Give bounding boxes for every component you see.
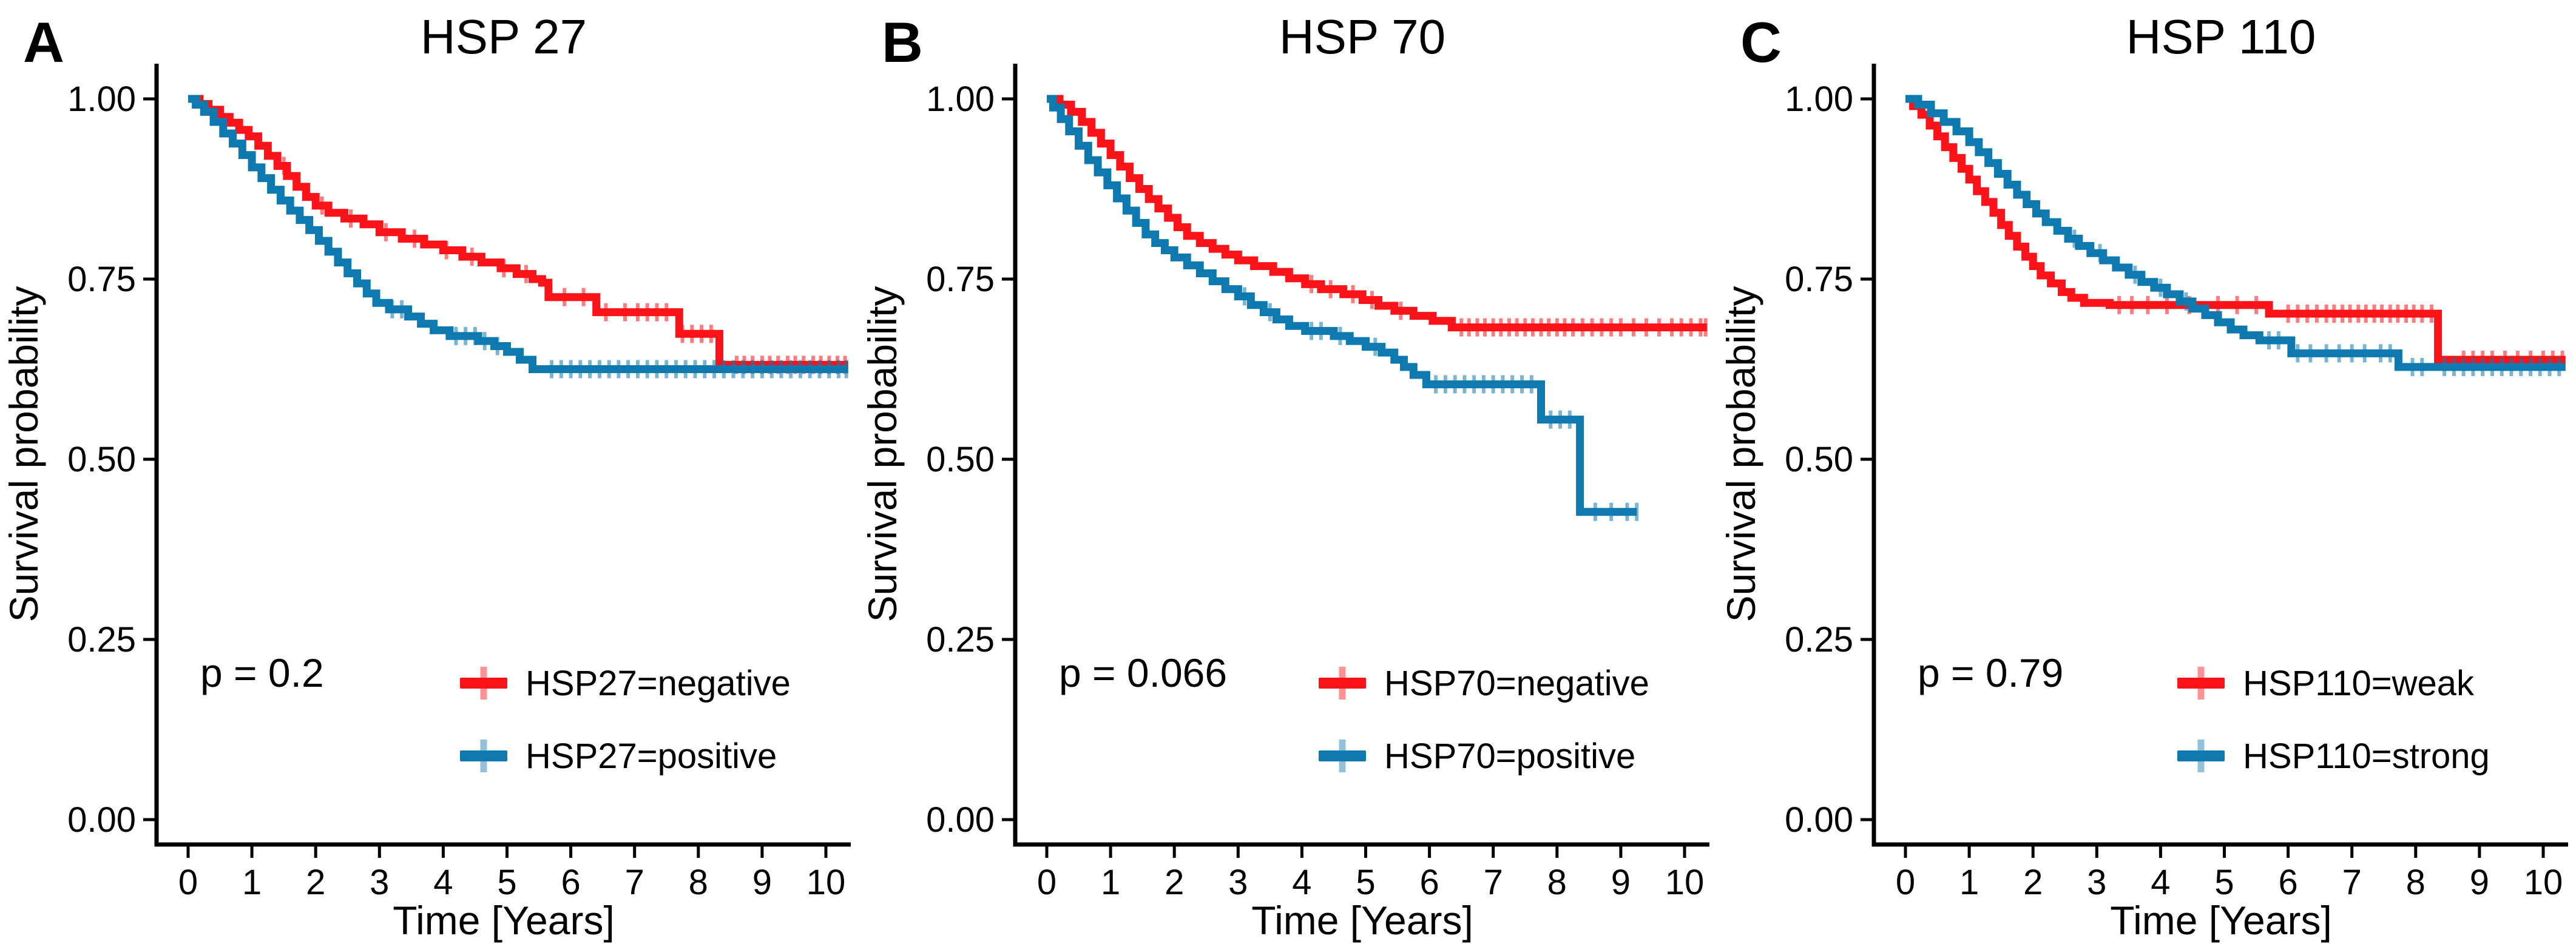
x-tick-label: 4 xyxy=(433,863,453,902)
legend-item: HSP70=negative xyxy=(1319,664,1649,703)
x-tick-label: 4 xyxy=(2151,863,2170,902)
x-tick-label: 5 xyxy=(2214,863,2234,902)
y-tick-label: 0.75 xyxy=(1785,260,1853,299)
x-tick-label: 5 xyxy=(1356,863,1375,902)
legend-label: HSP27=positive xyxy=(526,737,777,776)
x-axis-title: Time [Years] xyxy=(2110,898,2332,943)
x-axis-title: Time [Years] xyxy=(393,898,615,943)
legend-label: HSP110=strong xyxy=(2243,737,2490,776)
survival-curve-group2 xyxy=(1905,95,2566,371)
x-tick-label: 3 xyxy=(2087,863,2106,902)
x-tick-label: 1 xyxy=(1959,863,1979,902)
panel-label: C xyxy=(1740,10,1782,74)
y-tick-label: 0.75 xyxy=(926,260,995,299)
km-plot-svg: B HSP 70 0 1 2 3 4 5 6 7 8 9 10 0.00 0.25 0.50 0.75 1.00 T… xyxy=(860,10,1709,943)
legend-line-swatch-icon xyxy=(1319,750,1366,761)
panel-title: HSP 27 xyxy=(421,10,587,64)
y-tick-label: 0.75 xyxy=(67,260,136,299)
y-tick-label: 0.25 xyxy=(926,620,995,659)
km-plot-svg: C HSP 110 0 1 2 3 4 5 6 7 8 9 10 0.00 0.25 0.50 0.75 1.00… xyxy=(1719,10,2568,943)
x-tick-label: 6 xyxy=(561,863,580,902)
x-tick-label: 4 xyxy=(1292,863,1311,902)
x-tick-label: 8 xyxy=(1547,863,1567,902)
x-tick-label: 0 xyxy=(178,863,198,902)
legend-line-swatch-icon xyxy=(1319,678,1366,689)
legend-line-swatch-icon xyxy=(460,678,507,689)
x-tick-label: 3 xyxy=(1228,863,1248,902)
y-tick-label: 0.50 xyxy=(67,440,136,479)
legend-label: HSP110=weak xyxy=(2243,664,2475,703)
x-axis-title: Time [Years] xyxy=(1251,898,1473,943)
legend-item: HSP27=positive xyxy=(460,737,777,776)
x-tick-label: 10 xyxy=(2524,863,2563,902)
x-tick-label: 2 xyxy=(1165,863,1184,902)
x-tick-label: 2 xyxy=(306,863,325,902)
legend-item: HSP110=strong xyxy=(2177,737,2490,776)
km-panel-b: B HSP 70 0 1 2 3 4 5 6 7 8 9 10 0.00 0.25 0.50 0.75 1.00 T… xyxy=(859,0,1717,944)
survival-curve-group1 xyxy=(188,95,848,369)
p-value-label: p = 0.2 xyxy=(200,650,324,695)
legend-label: HSP27=negative xyxy=(526,664,791,703)
y-tick-label: 0.25 xyxy=(67,620,136,659)
legend-label: HSP70=negative xyxy=(1384,664,1649,703)
panel-label: B xyxy=(882,10,923,74)
y-axis-title: Survival probability xyxy=(860,286,905,622)
y-axis-title: Survival probability xyxy=(1,286,46,622)
x-tick-label: 6 xyxy=(1419,863,1439,902)
legend-line-swatch-icon xyxy=(2177,678,2225,689)
x-tick-label: 5 xyxy=(497,863,516,902)
x-tick-label: 9 xyxy=(1611,863,1631,902)
y-tick-label: 0.25 xyxy=(1785,620,1853,659)
legend-item: HSP110=weak xyxy=(2177,664,2475,703)
panel-label: A xyxy=(23,10,64,74)
km-panel-a: A HSP 27 0 1 2 3 4 5 6 7 8 9 10 0.00 0.25 0.50 0.75 1.00 T… xyxy=(0,0,859,944)
legend-item: HSP70=positive xyxy=(1319,737,1635,776)
x-tick-label: 8 xyxy=(2406,863,2426,902)
y-tick-label: 1.00 xyxy=(1785,79,1853,119)
survival-curve-group2 xyxy=(188,95,848,373)
y-tick-label: 0.00 xyxy=(1785,800,1853,840)
legend-line-swatch-icon xyxy=(2177,750,2225,761)
survival-curve-group1 xyxy=(1905,95,2566,364)
y-tick-label: 0.00 xyxy=(67,800,136,840)
x-tick-label: 10 xyxy=(806,863,846,902)
x-tick-label: 10 xyxy=(1665,863,1705,902)
x-tick-label: 7 xyxy=(2342,863,2362,902)
x-tick-label: 3 xyxy=(370,863,389,902)
km-plot-svg: A HSP 27 0 1 2 3 4 5 6 7 8 9 10 0.00 0.25 0.50 0.75 1.00 T… xyxy=(1,10,851,943)
y-axis-title: Survival probability xyxy=(1719,286,1763,622)
y-tick-label: 0.00 xyxy=(926,800,995,840)
p-value-label: p = 0.79 xyxy=(1918,650,2063,695)
km-panel-c: C HSP 110 0 1 2 3 4 5 6 7 8 9 10 0.00 0.25 0.50 0.75 1.00… xyxy=(1717,0,2576,944)
p-value-label: p = 0.066 xyxy=(1059,650,1227,695)
x-tick-label: 2 xyxy=(2023,863,2043,902)
x-tick-label: 9 xyxy=(752,863,772,902)
legend-line-swatch-icon xyxy=(460,750,507,761)
panel-title: HSP 110 xyxy=(2126,10,2316,64)
y-tick-label: 0.50 xyxy=(1785,440,1853,479)
survival-curve-group2 xyxy=(1047,95,1637,516)
y-tick-label: 0.50 xyxy=(926,440,995,479)
x-tick-label: 8 xyxy=(689,863,708,902)
x-tick-label: 1 xyxy=(242,863,262,902)
survival-curve-group1 xyxy=(1047,95,1707,332)
panel-title: HSP 70 xyxy=(1279,10,1445,64)
x-tick-label: 1 xyxy=(1101,863,1120,902)
x-tick-label: 7 xyxy=(625,863,644,902)
legend-item: HSP27=negative xyxy=(460,664,791,703)
x-tick-label: 0 xyxy=(1037,863,1056,902)
legend-label: HSP70=positive xyxy=(1384,737,1635,776)
x-tick-label: 0 xyxy=(1896,863,1915,902)
x-tick-label: 6 xyxy=(2278,863,2297,902)
y-tick-label: 1.00 xyxy=(67,79,136,119)
y-tick-label: 1.00 xyxy=(926,79,995,119)
x-tick-label: 7 xyxy=(1484,863,1503,902)
x-tick-label: 9 xyxy=(2470,863,2489,902)
